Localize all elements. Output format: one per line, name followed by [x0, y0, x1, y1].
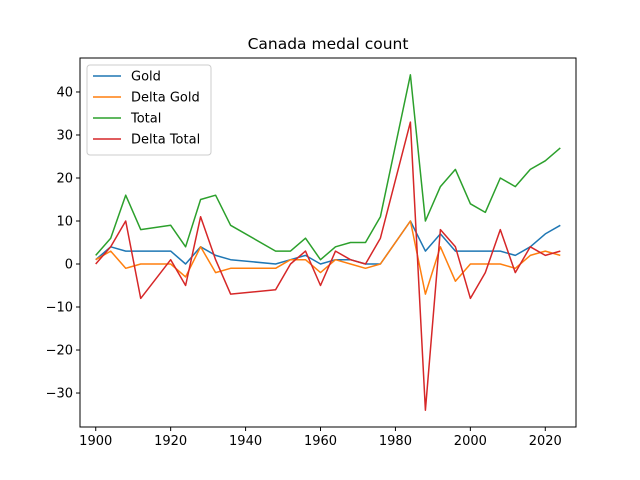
legend-label: Total — [130, 112, 161, 127]
legend-label: Delta Total — [131, 133, 200, 148]
x-tick-label: 1940 — [229, 434, 262, 449]
x-axis: 1900 1920 1940 1960 1980 2000 2020 — [79, 427, 562, 449]
y-tick-label: 40 — [56, 85, 73, 100]
x-tick-label: 1900 — [79, 434, 112, 449]
legend-box — [86, 64, 212, 156]
chart-title: Canada medal count — [248, 35, 409, 53]
x-tick-label: 1920 — [154, 434, 187, 449]
series-lines — [95, 74, 561, 411]
x-tick-label: 1980 — [379, 434, 412, 449]
series-line-delta-gold — [95, 220, 561, 295]
y-tick-label: −10 — [46, 301, 73, 316]
y-tick-label: −20 — [46, 344, 73, 359]
x-tick-label: 2020 — [529, 434, 562, 449]
x-tick-label: 2000 — [454, 434, 487, 449]
plot-area — [79, 57, 577, 428]
y-tick-label: 20 — [56, 171, 73, 186]
legend-label: Gold — [131, 70, 161, 85]
series-line-total — [95, 74, 561, 261]
y-tick-label: 30 — [56, 128, 73, 143]
axes-frame — [79, 57, 577, 428]
y-axis: −30 −20 −10 0 10 20 30 40 — [46, 85, 80, 402]
legend-label: Delta Gold — [131, 91, 200, 106]
series-line-delta-total — [95, 121, 561, 411]
x-tick-label: 1960 — [304, 434, 337, 449]
y-tick-label: 0 — [65, 258, 73, 273]
y-tick-label: 10 — [56, 214, 73, 229]
legend: Gold Delta Gold Total Delta Total — [86, 64, 212, 156]
y-tick-label: −30 — [46, 387, 73, 402]
